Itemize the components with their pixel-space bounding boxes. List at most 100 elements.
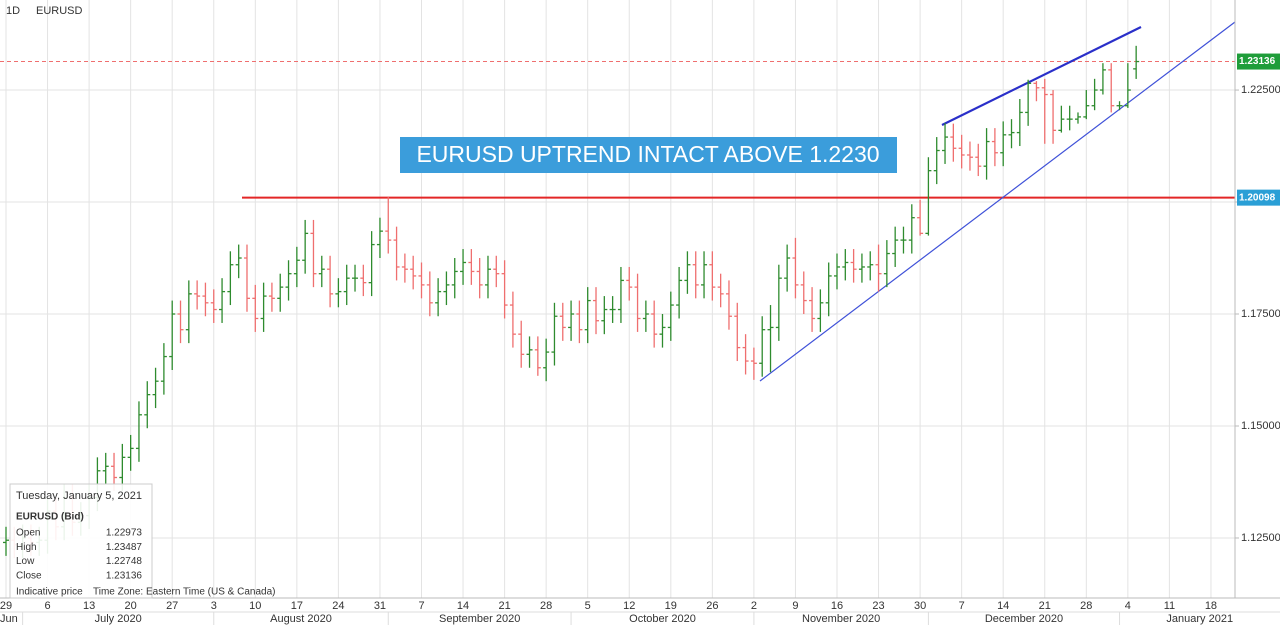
ohlc-bar [293,246,300,288]
ohlc-bar [983,128,990,180]
y-tick-label: 1.17500 [1241,308,1280,320]
ohlc-bar [1133,45,1140,79]
ohlc-bar [892,226,899,267]
level-label-box [1237,189,1280,206]
ohlc-bar [759,316,766,377]
ohlc-bar [185,280,192,344]
ohlc-bar [651,300,658,348]
axes: 1.125001.150001.175001.200001.2250029613… [0,53,1280,625]
ohlc-bar [426,271,433,317]
ohlc-bar [177,300,184,344]
ohlc-bar [817,289,824,332]
ohlc-bar [858,253,865,283]
month-label: January 2021 [1166,613,1233,625]
ohlc-bar [975,143,982,177]
ohlc-bar [343,264,350,306]
x-tick-label: 30 [914,600,926,612]
ohlc-bar [1008,119,1015,149]
ohlc-bar [169,300,176,370]
ohlc-bar [742,334,749,375]
ohlc-bar [526,336,533,368]
x-tick-label: 26 [706,600,718,612]
x-tick-label: 14 [457,600,469,612]
x-tick-label: 28 [1080,600,1092,612]
x-tick-label: 16 [831,600,843,612]
ohlc-bar [750,347,757,380]
x-tick-label: 21 [498,600,510,612]
trend-line [759,21,1236,382]
ohlc-bar [1108,63,1115,113]
trend-line [941,26,1142,126]
ohlc-bar [601,296,608,335]
ohlc-bar [933,137,940,185]
ohlc-bar [318,255,325,288]
x-tick-label: 10 [249,600,261,612]
ohlc-bar [875,244,882,292]
ohlc-bar [950,123,957,162]
tooltip-series: EURUSD (Bid) [16,512,84,523]
x-tick-label: 9 [792,600,798,612]
x-tick-label: 5 [585,600,591,612]
ohlc-bar [676,266,683,319]
x-tick-label: 24 [332,600,344,612]
ohlc-bar [243,244,250,312]
ohlc-bar [1099,63,1106,95]
ohlc-bar [991,128,998,167]
ohlc-bar [144,381,151,429]
x-tick-label: 27 [166,600,178,612]
ohlc-bar [119,443,126,491]
month-label: Jun [0,613,18,625]
ohlc-bar [942,123,949,164]
x-tick-label: 2 [751,600,757,612]
ohlc-bar [476,258,483,299]
ohlc-bar [360,264,367,297]
ohlc-bar [917,199,924,236]
ohlc-bar [1033,81,1040,102]
ohlc-bar [277,273,284,312]
tooltip-value: 1.23487 [106,542,143,553]
symbol: EURUSD [36,5,83,17]
ohlc-bar [1016,98,1023,147]
ohlc-bar [543,338,550,382]
last-price-box [1237,53,1280,70]
ohlc-bar [194,280,201,310]
tooltip-label: Open [16,528,40,539]
ohlc-bar [1025,79,1032,126]
tooltip-label: High [16,542,37,553]
ohlc-bar [302,219,309,274]
month-label: August 2020 [270,613,332,625]
tooltip-value: 1.23136 [106,571,143,582]
ohlc-bar [725,280,732,330]
ohlc-bar [867,251,874,281]
y-tick-label: 1.12500 [1241,532,1280,544]
ohlc-bar [842,249,849,281]
ohlc-bar [809,287,816,332]
last-price-label: 1.23136 [1239,56,1276,67]
ohlc-bar [925,157,932,236]
tooltip-footer: Indicative price [16,587,83,598]
tooltip-label: Close [16,571,42,582]
ohlc-bar [127,434,134,471]
ohlc-bar [576,300,583,344]
ohlc-bar [609,296,616,323]
x-tick-label: 20 [125,600,137,612]
y-tick-label: 1.22500 [1241,84,1280,96]
x-tick-label: 11 [1164,600,1175,612]
ohlc-bar [617,266,624,323]
ohlc-bar [534,336,541,376]
ohlc-bar [401,253,408,283]
ohlc-bar [418,262,425,299]
ohlc-bar [202,282,209,317]
x-tick-label: 6 [44,600,50,612]
ohlc-bar [709,251,716,301]
ohlc-bar [252,284,259,332]
x-tick-label: 18 [1205,600,1217,612]
ohlc-bar [626,266,633,301]
ohlc-bar [659,314,666,348]
ohlc-bar [335,278,342,308]
x-tick-label: 19 [665,600,677,612]
ohlc-bar [368,231,375,297]
ohlc-bar [327,255,334,308]
